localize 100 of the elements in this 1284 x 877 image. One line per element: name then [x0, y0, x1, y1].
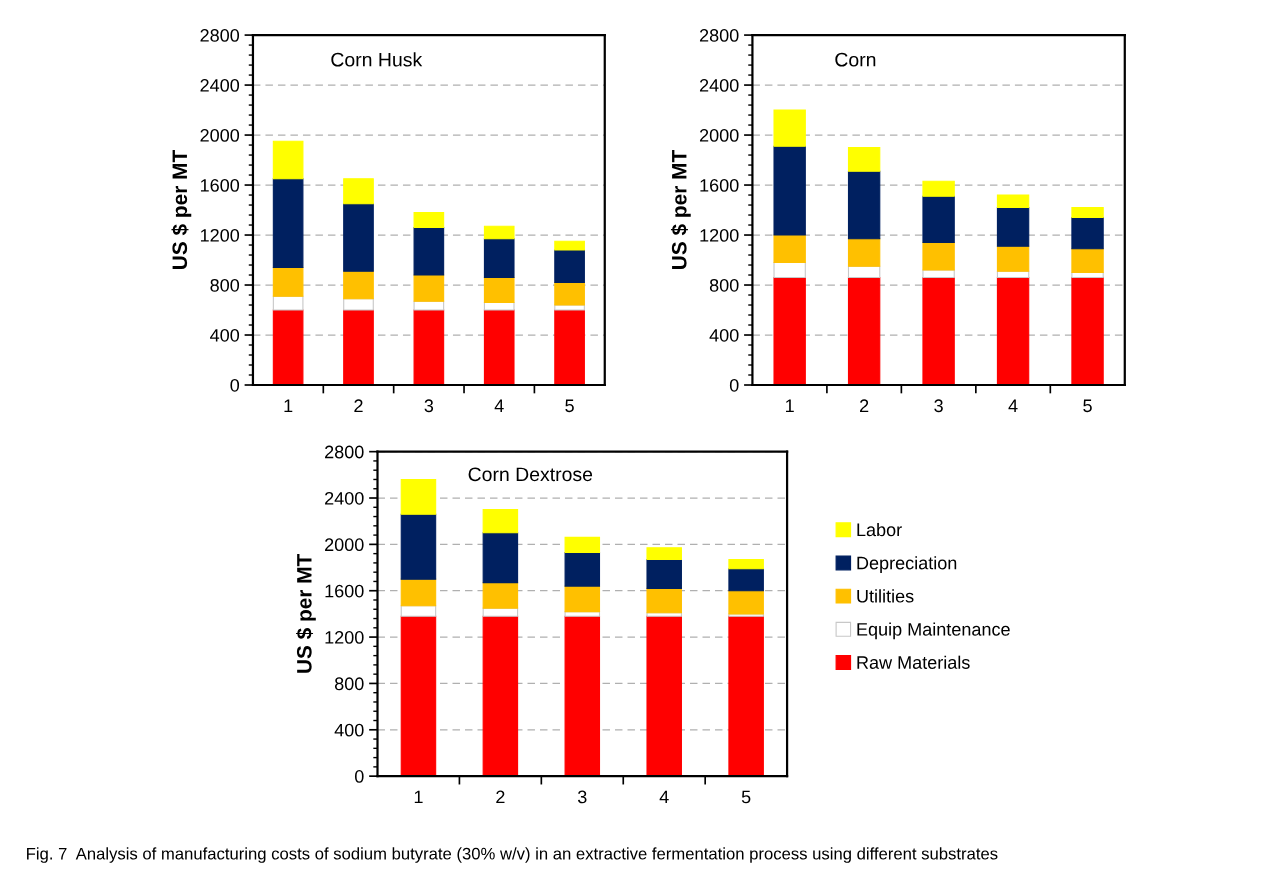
y-tick-label: 2000 — [699, 128, 739, 142]
x-tick-label: 5 — [741, 790, 751, 804]
text: Corn Husk — [331, 52, 423, 67]
bar — [554, 281, 585, 306]
bar — [483, 301, 515, 311]
bar — [554, 249, 585, 284]
y-tick-label: 1600 — [325, 584, 364, 598]
bar — [773, 234, 806, 264]
bar — [564, 615, 601, 777]
y-tick-label: 2400 — [699, 79, 739, 92]
y-tick-label: 2400 — [200, 79, 240, 92]
bar — [728, 590, 764, 615]
bar — [996, 194, 1030, 209]
bar — [272, 178, 304, 269]
bar — [646, 558, 682, 589]
y-tick-label: 2800 — [200, 29, 240, 42]
y-tick-label: 400 — [334, 723, 364, 737]
bar — [483, 238, 515, 279]
bar — [996, 276, 1030, 385]
bar — [922, 195, 955, 244]
x-tick-label: 3 — [424, 399, 434, 413]
y-tick-label: 800 — [334, 677, 364, 691]
bar — [1071, 276, 1104, 385]
x-tick-label: 4 — [1008, 399, 1018, 412]
bar — [728, 615, 764, 777]
legend-label: Depreciation — [857, 556, 957, 573]
bar — [847, 170, 881, 240]
bar — [728, 568, 764, 592]
bar — [413, 211, 445, 229]
y-tick-label: 1200 — [325, 631, 364, 644]
caption: Fig. 7 Analysis of manufacturing costs of sodium butyrate (30% w/v) in an extractive fermentation process using different substrates — [27, 847, 998, 863]
bar — [413, 226, 445, 276]
y-tick-label: 400 — [210, 328, 240, 342]
bar — [773, 145, 806, 236]
y-tick-label: 1200 — [700, 228, 739, 242]
bar — [343, 203, 374, 272]
bar — [996, 245, 1030, 272]
bar — [400, 478, 437, 515]
x-tick-label: 2 — [354, 399, 363, 412]
legend-label: Utilities — [857, 589, 914, 603]
bar — [847, 147, 881, 172]
bar — [996, 206, 1030, 247]
y-tick-label: 800 — [210, 278, 240, 292]
bar — [847, 276, 881, 385]
x-tick-label: 2 — [496, 790, 505, 804]
bar — [272, 309, 304, 385]
bar — [272, 295, 304, 311]
y-tick-label: 2800 — [325, 445, 364, 459]
y-tick-label: 0 — [230, 378, 240, 392]
bar — [1071, 216, 1104, 250]
x-tick-label: 1 — [414, 790, 423, 804]
bar — [482, 582, 519, 609]
bar — [343, 298, 374, 311]
x-tick-label: 3 — [934, 399, 943, 413]
bar — [1071, 206, 1104, 219]
bar — [728, 558, 764, 570]
x-tick-label: 4 — [659, 790, 669, 804]
y-tick-label: 800 — [709, 278, 739, 292]
y-axis-title: US $ per MT — [670, 150, 691, 269]
y-tick-label: 1600 — [200, 178, 240, 192]
x-tick-label: 3 — [577, 790, 587, 804]
bar — [343, 178, 374, 205]
x-tick-label: 1 — [786, 399, 794, 412]
x-tick-label: 1 — [284, 399, 293, 412]
text: Corn Dextrose — [468, 467, 593, 482]
bar — [483, 309, 515, 385]
bar — [773, 109, 806, 147]
bar — [922, 276, 955, 385]
bar — [483, 225, 515, 240]
y-tick-label: 2400 — [325, 491, 364, 505]
bar — [1071, 248, 1104, 274]
bar — [646, 547, 682, 560]
bar — [773, 276, 806, 385]
bar — [646, 615, 682, 777]
x-tick-label: 5 — [565, 399, 574, 413]
bar — [400, 513, 437, 580]
bar — [773, 261, 806, 279]
y-tick-label: 2800 — [699, 29, 739, 42]
bar — [564, 536, 601, 554]
bar — [400, 605, 437, 617]
y-tick-label: 400 — [709, 328, 739, 342]
bar — [272, 266, 304, 297]
legend-label: Equip Maintenance — [857, 622, 1010, 640]
x-tick-label: 2 — [860, 399, 869, 412]
bar — [272, 140, 304, 180]
bar — [564, 585, 601, 613]
x-tick-label: 5 — [1083, 399, 1092, 413]
bar — [343, 270, 374, 300]
bar — [922, 180, 955, 197]
y-tick-label: 2000 — [200, 128, 240, 142]
legend-label: Raw Materials — [857, 655, 970, 669]
text: Corn — [835, 52, 876, 67]
bar — [483, 276, 515, 304]
bar — [482, 615, 519, 777]
bar — [564, 551, 601, 587]
bar — [554, 309, 585, 385]
x-tick-label: 4 — [494, 399, 504, 412]
y-tick-label: 0 — [354, 770, 364, 783]
y-tick-label: 2000 — [325, 538, 364, 552]
bar — [413, 274, 445, 302]
